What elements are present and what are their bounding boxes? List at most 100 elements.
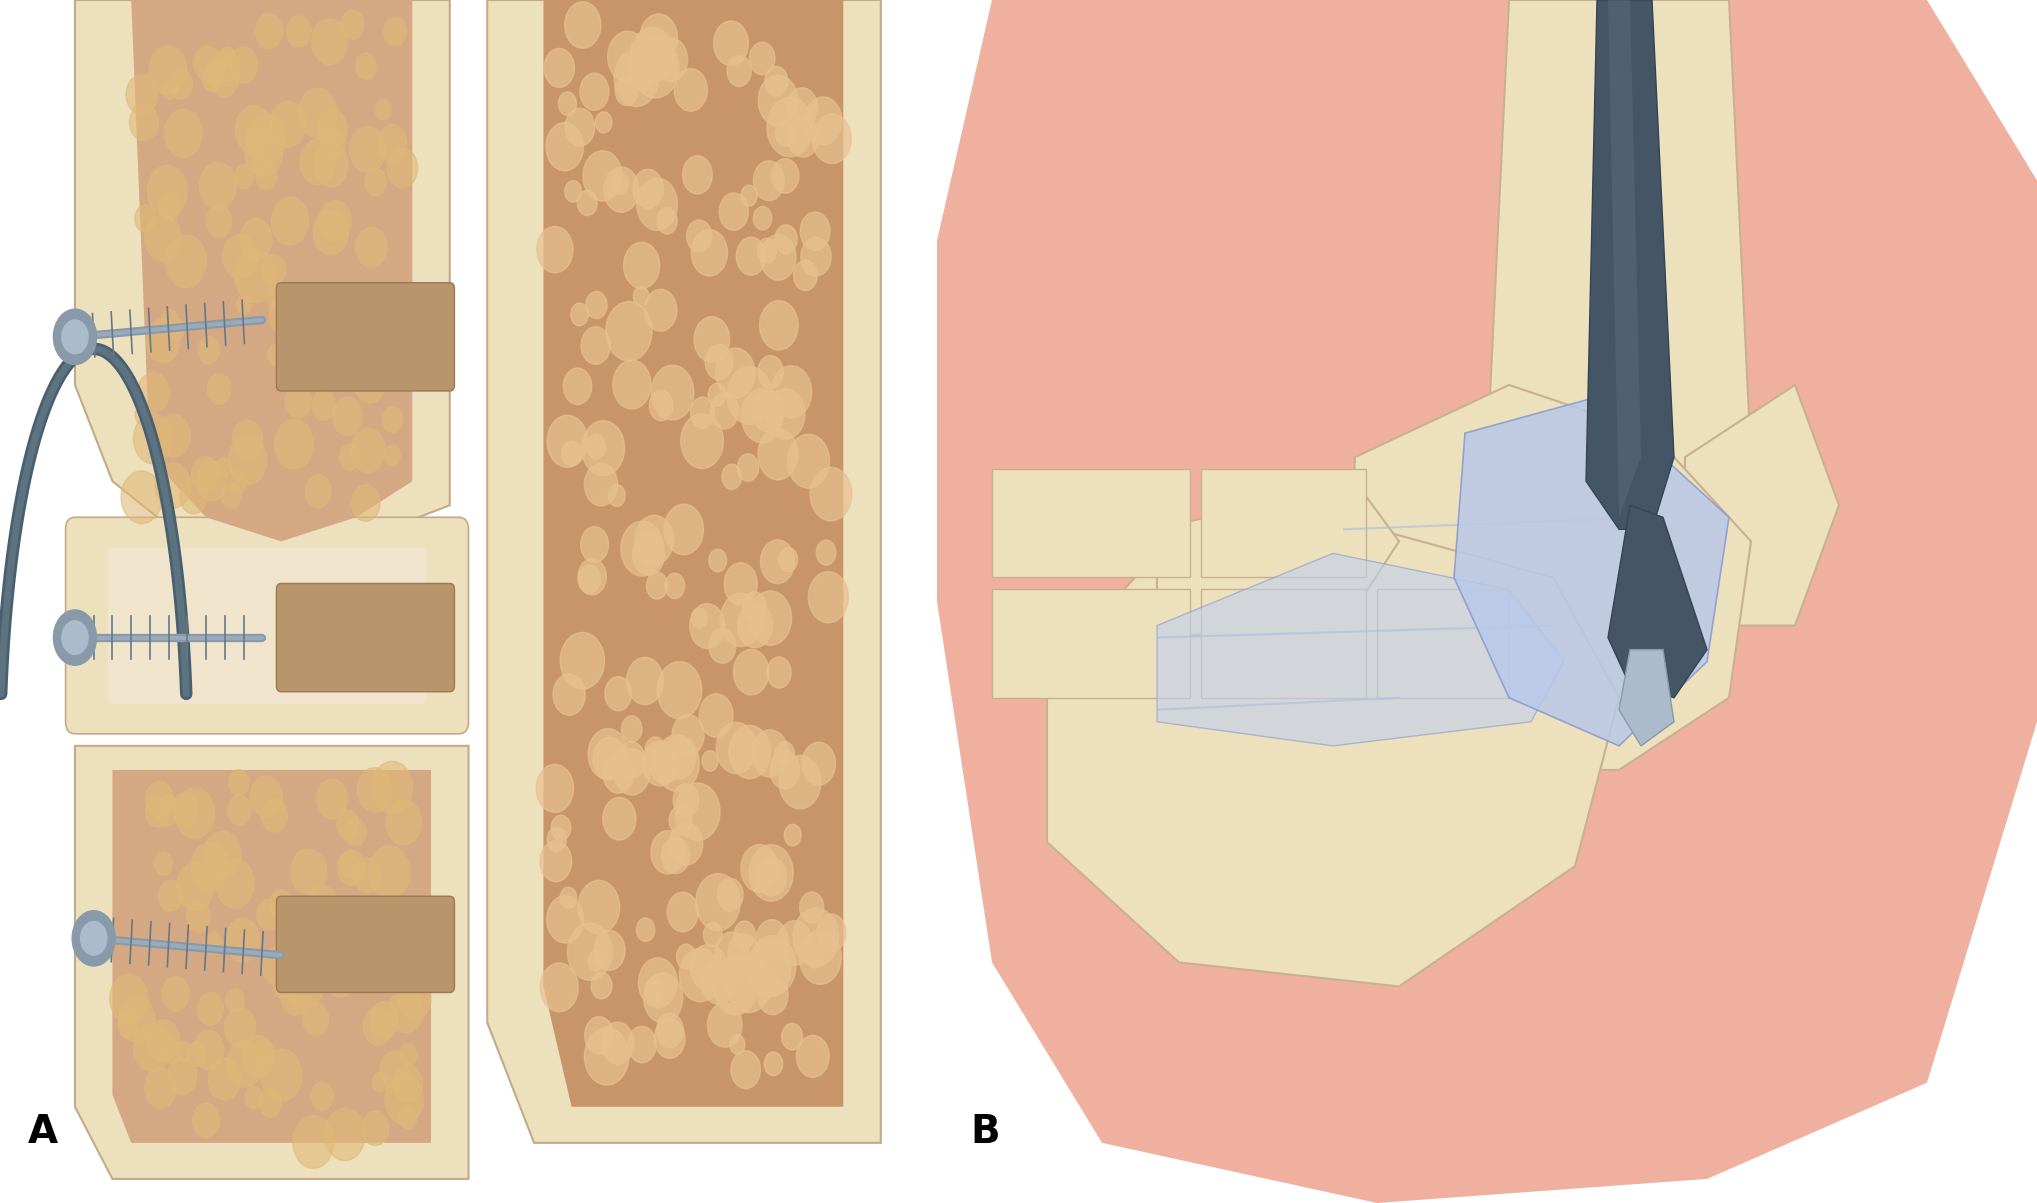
Circle shape [161,1039,181,1063]
Circle shape [191,456,218,491]
Circle shape [680,414,723,468]
Circle shape [163,977,189,1011]
Circle shape [257,900,281,930]
Circle shape [715,348,756,398]
Circle shape [642,741,678,786]
Circle shape [646,978,664,1002]
Circle shape [194,46,220,81]
Circle shape [275,420,314,469]
Circle shape [198,337,220,363]
Circle shape [155,852,173,875]
Circle shape [631,28,674,83]
Circle shape [678,948,721,1002]
Circle shape [61,320,88,354]
Circle shape [175,788,214,838]
Circle shape [656,208,676,235]
Circle shape [784,824,801,846]
Circle shape [733,650,768,695]
Polygon shape [1619,650,1674,746]
Circle shape [147,165,187,217]
Circle shape [267,344,283,366]
Polygon shape [1607,0,1642,517]
Polygon shape [1344,385,1752,770]
Circle shape [774,225,796,254]
Circle shape [621,521,664,576]
Circle shape [686,220,711,251]
Circle shape [756,919,788,961]
Circle shape [583,150,621,201]
Circle shape [177,863,214,911]
Circle shape [595,930,625,971]
Circle shape [369,1002,399,1039]
Circle shape [697,873,739,931]
Circle shape [656,1013,682,1048]
Circle shape [538,226,572,273]
Circle shape [267,286,283,307]
Circle shape [261,1049,301,1102]
Circle shape [356,53,377,79]
Circle shape [754,207,772,230]
Circle shape [356,768,391,812]
Circle shape [591,972,611,998]
Circle shape [216,457,232,478]
Circle shape [593,737,627,781]
Circle shape [611,173,627,194]
Circle shape [147,782,173,817]
Circle shape [772,159,799,194]
Circle shape [758,75,799,126]
Circle shape [638,958,676,1008]
Circle shape [750,42,774,75]
Circle shape [674,783,719,841]
Circle shape [579,881,619,934]
Circle shape [676,944,697,968]
Circle shape [208,374,230,404]
Circle shape [774,741,794,766]
Circle shape [271,197,308,245]
Circle shape [212,49,240,87]
Circle shape [312,1081,334,1110]
Circle shape [81,921,106,955]
Circle shape [132,1024,171,1071]
Circle shape [255,13,283,48]
Circle shape [71,911,116,966]
Circle shape [646,737,666,763]
Circle shape [548,415,587,467]
Circle shape [801,237,831,275]
Circle shape [603,798,636,840]
Circle shape [627,1026,656,1062]
Circle shape [558,91,576,115]
Circle shape [263,947,291,984]
Circle shape [699,694,733,737]
Circle shape [646,573,668,599]
Circle shape [764,66,788,96]
Circle shape [165,109,202,158]
Circle shape [583,421,625,475]
Circle shape [621,716,642,742]
Circle shape [546,123,583,171]
Circle shape [385,1074,424,1124]
Circle shape [293,324,320,357]
Circle shape [729,725,770,778]
Circle shape [340,444,361,470]
Circle shape [585,1017,613,1054]
Circle shape [377,125,407,162]
Circle shape [711,393,739,429]
Circle shape [361,909,395,954]
Circle shape [316,780,348,819]
Circle shape [691,230,727,275]
Text: B: B [970,1113,1000,1151]
Circle shape [171,793,200,826]
Circle shape [287,16,312,47]
Circle shape [61,621,88,654]
Circle shape [576,190,597,215]
Circle shape [306,475,330,508]
Circle shape [552,816,570,841]
Circle shape [187,1042,206,1067]
Circle shape [703,923,721,947]
Circle shape [251,776,283,817]
Circle shape [346,314,383,362]
Circle shape [224,1008,255,1048]
Circle shape [570,303,589,326]
Circle shape [194,1103,220,1138]
Circle shape [375,99,391,119]
